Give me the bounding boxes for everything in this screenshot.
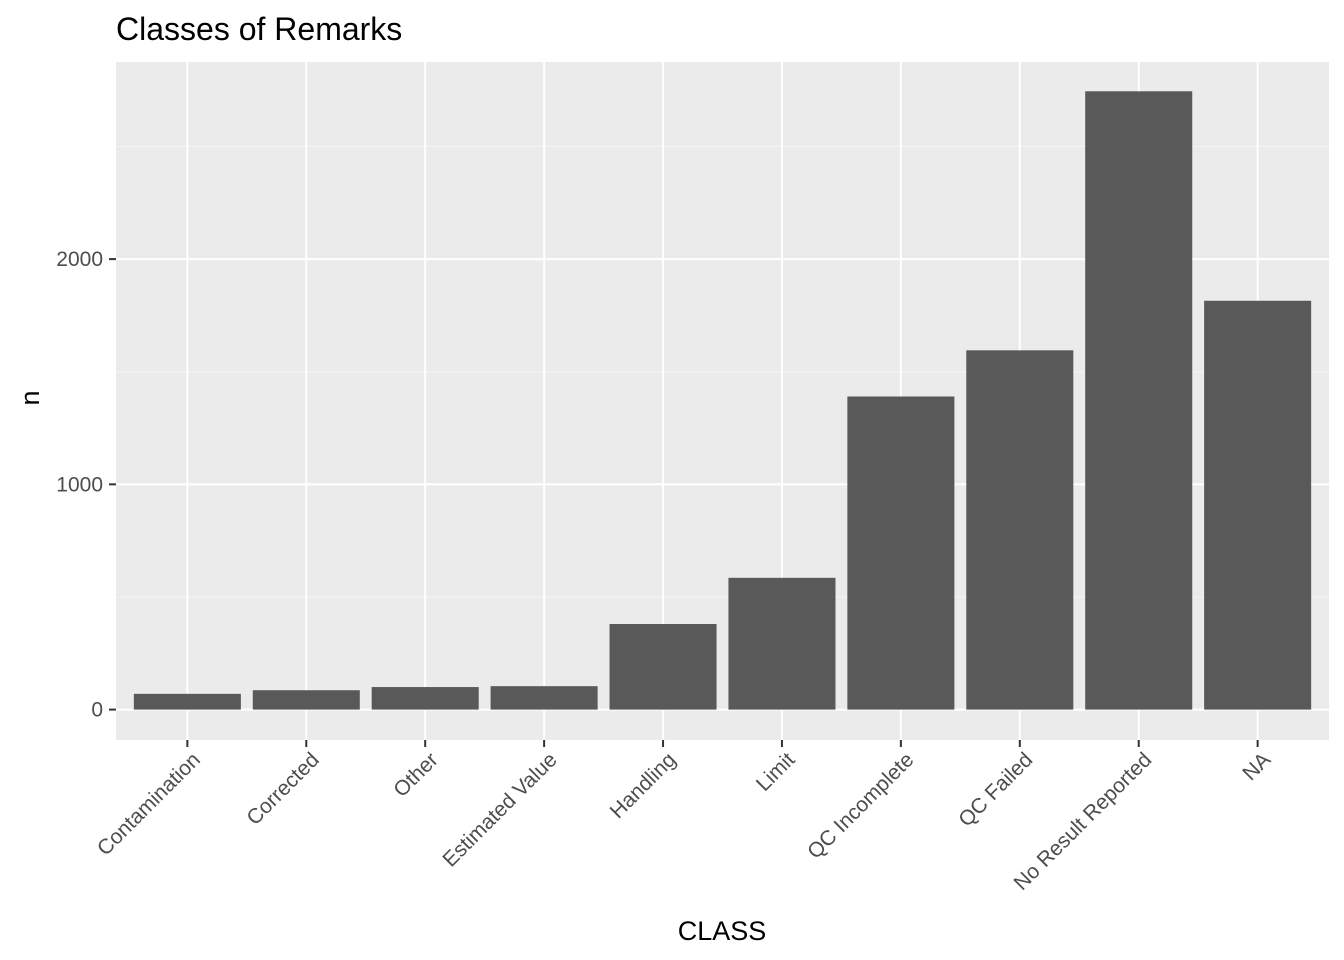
bar <box>728 577 836 710</box>
x-tick-label: QC Failed <box>954 748 1037 831</box>
bar <box>1085 91 1193 710</box>
y-tick-label: 2000 <box>56 248 103 271</box>
x-tick-label: Handling <box>606 748 681 823</box>
bar <box>847 396 955 710</box>
bar <box>133 693 241 710</box>
x-tick-label: Other <box>389 748 442 801</box>
bar <box>490 686 598 710</box>
chart-title: Classes of Remarks <box>116 11 402 47</box>
y-axis-title: n <box>15 390 45 405</box>
x-axis-title: CLASS <box>678 916 767 946</box>
y-axis: 0 1000 2000 <box>56 248 116 722</box>
x-tick-label: QC Incomplete <box>803 748 918 863</box>
bar <box>371 687 479 710</box>
bar <box>609 623 717 710</box>
bar <box>966 350 1074 710</box>
bar <box>1204 300 1312 710</box>
y-tick-label: 0 <box>91 699 103 722</box>
bars <box>133 91 1312 710</box>
x-tick-label: Estimated Value <box>438 748 561 871</box>
x-tick-label: Corrected <box>242 748 323 829</box>
x-tick-label: Contamination <box>93 748 205 860</box>
x-tick-label: NA <box>1238 748 1275 785</box>
x-tick-label: Limit <box>752 748 800 796</box>
bar <box>252 690 360 710</box>
y-tick-label: 1000 <box>56 473 103 496</box>
